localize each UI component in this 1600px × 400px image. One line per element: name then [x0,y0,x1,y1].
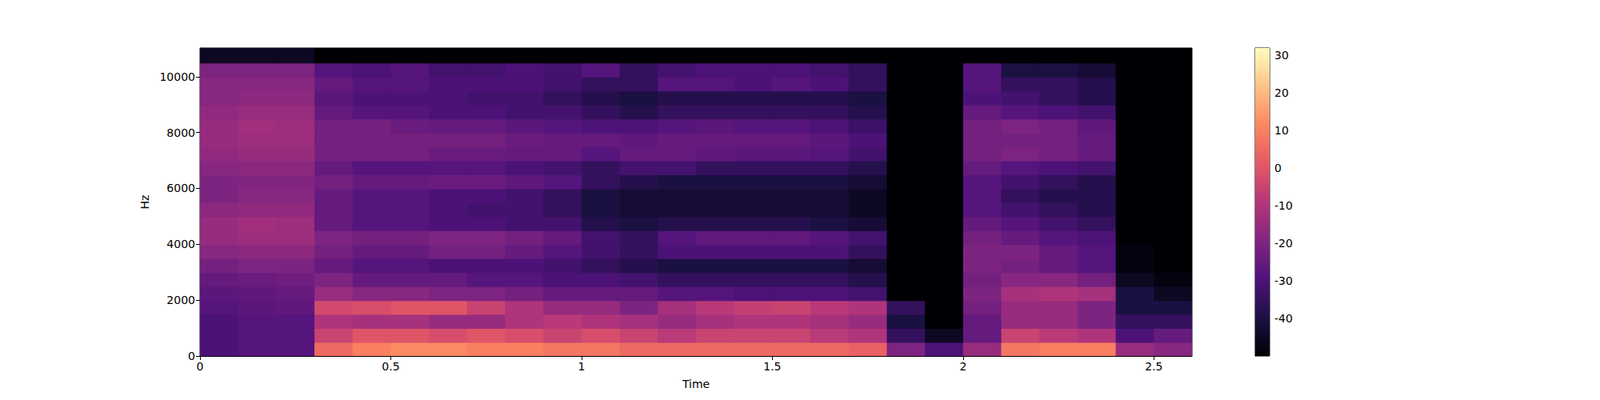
svg-text:8000: 8000 [166,126,196,140]
svg-text:1.5: 1.5 [763,360,781,373]
svg-text:4000: 4000 [166,237,196,251]
svg-text:10000: 10000 [159,70,196,84]
svg-text:6000: 6000 [166,181,196,195]
svg-text:1: 1 [577,360,585,373]
svg-text:Time: Time [681,377,710,391]
svg-text:20: 20 [1274,86,1289,100]
svg-text:-40: -40 [1274,312,1293,325]
svg-text:0: 0 [188,349,196,363]
svg-text:10: 10 [1274,124,1289,137]
svg-text:2000: 2000 [166,293,196,307]
svg-text:0.5: 0.5 [381,360,400,373]
svg-text:Hz: Hz [138,195,152,210]
svg-text:2.5: 2.5 [1144,360,1163,373]
svg-text:30: 30 [1274,48,1289,62]
svg-text:-30: -30 [1274,274,1293,288]
svg-text:0: 0 [196,360,204,373]
svg-text:-20: -20 [1274,236,1293,250]
svg-text:0: 0 [1274,161,1282,175]
svg-text:-10: -10 [1274,199,1293,212]
svg-text:2: 2 [959,360,967,373]
